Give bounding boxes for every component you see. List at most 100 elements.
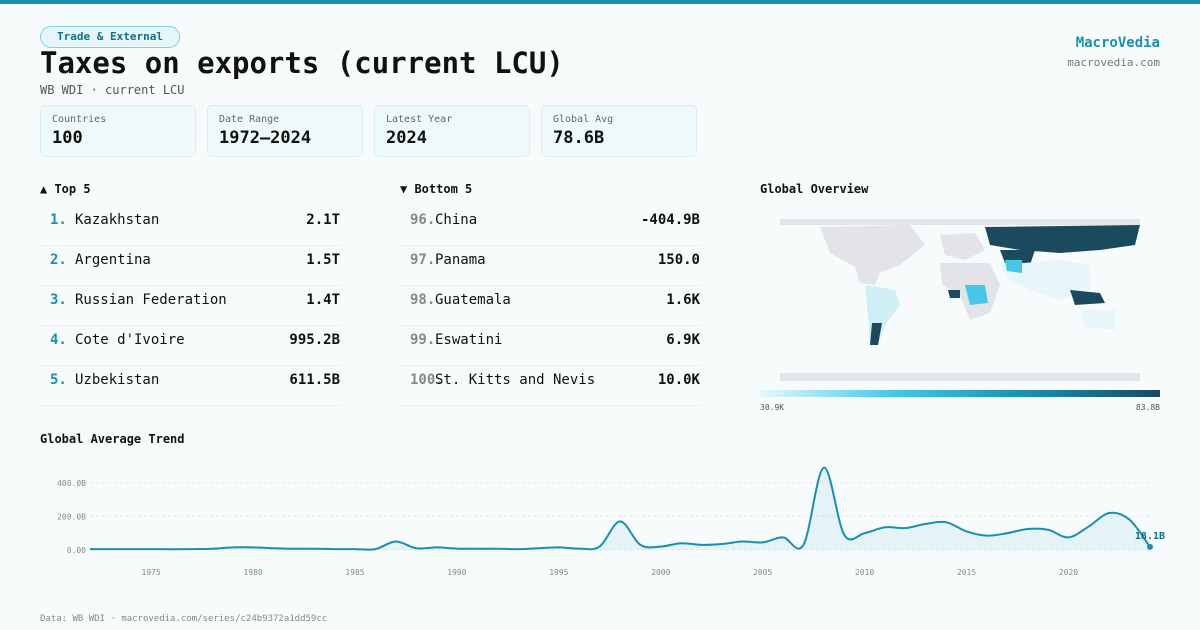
- europe: [940, 233, 985, 260]
- country-name: Kazakhstan: [75, 212, 160, 228]
- value-label: 18.1B: [1135, 531, 1165, 542]
- country-name: Russian Federation: [75, 292, 227, 308]
- country-value: 1.6K: [666, 292, 700, 308]
- page-title: Taxes on exports (current LCU): [40, 46, 564, 80]
- country-value: 10.0K: [657, 372, 700, 388]
- area: [90, 467, 1150, 550]
- cote-divoire: [948, 290, 960, 298]
- x-tick-label: 1995: [549, 568, 568, 577]
- chart-title: Global Average Trend: [40, 432, 185, 446]
- brand: MacroVedia: [1075, 35, 1160, 51]
- subtitle: WB WDI · current LCU: [40, 83, 185, 97]
- stat-label: Latest Year: [386, 114, 453, 125]
- south-america: [865, 285, 900, 345]
- country-name: Eswatini: [435, 332, 503, 348]
- trend-chart: 0.00 200.0B 400.0B 1975 1980 1985 1990 1995 2000…: [57, 466, 1165, 577]
- rank-row: 96. China -404.9B: [400, 205, 700, 246]
- map-title: Global Overview: [760, 182, 869, 196]
- russia: [985, 225, 1140, 253]
- color-bar: [760, 390, 1160, 397]
- country-name: China: [435, 212, 478, 228]
- top-bar: [0, 0, 1200, 4]
- country-name: Uzbekistan: [75, 372, 160, 388]
- asia: [1000, 260, 1090, 300]
- rank-row: 98. Guatemala 1.6K: [400, 285, 700, 326]
- rank-row: 100. St. Kitts and Nevis 10.0K: [400, 365, 700, 406]
- rank: 96.: [410, 212, 436, 228]
- antarctica: [780, 373, 1140, 381]
- top-title: ▲ Top 5: [40, 182, 91, 196]
- country-name: Argentina: [75, 252, 151, 268]
- rank-row: 3. Russian Federation 1.4T: [40, 285, 340, 326]
- x-tick-label: 2015: [957, 568, 976, 577]
- x-tick-label: 1980: [243, 568, 262, 577]
- rank: 2.: [50, 252, 67, 268]
- bottom-title: ▼ Bottom 5: [400, 182, 473, 196]
- rank: 100.: [410, 372, 444, 388]
- map-arctic: [780, 219, 1140, 225]
- country-value: -404.9B: [640, 212, 700, 228]
- rank: 1.: [50, 212, 67, 228]
- rank: 99.: [410, 332, 436, 348]
- rank: 4.: [50, 332, 67, 348]
- x-tick-label: 2000: [651, 568, 670, 577]
- x-tick-label: 2020: [1059, 568, 1078, 577]
- country-name: Guatemala: [435, 292, 511, 308]
- x-tick-label: 2005: [753, 568, 772, 577]
- x-tick-label: 1990: [447, 568, 466, 577]
- world-map: [780, 219, 1140, 381]
- country-value: 6.9K: [666, 332, 700, 348]
- y-tick-label: 200.0B: [57, 512, 86, 521]
- stat-value: 100: [52, 128, 83, 148]
- stat-card: Date Range 1972–2024: [207, 105, 363, 157]
- country-value: 995.2B: [289, 332, 340, 348]
- argentina: [870, 323, 882, 345]
- category-tag: Trade & External: [40, 26, 180, 48]
- central-america: [855, 267, 880, 285]
- rank-row: 99. Eswatini 6.9K: [400, 325, 700, 366]
- footer: Data: WB WDI · macrovedia.com/series/c24…: [40, 614, 328, 624]
- line: [90, 466, 1151, 551]
- stat-card: Latest Year 2024: [374, 105, 530, 157]
- country-value: 2.1T: [306, 212, 340, 228]
- country-name: Panama: [435, 252, 486, 268]
- rank-row: 97. Panama 150.0: [400, 245, 700, 286]
- stat-label: Countries: [52, 114, 107, 125]
- rank: 3.: [50, 292, 67, 308]
- x-tick-label: 2010: [855, 568, 874, 577]
- country-name: Cote d'Ivoire: [75, 332, 185, 348]
- country-value: 1.5T: [306, 252, 340, 268]
- indonesia: [1070, 290, 1105, 305]
- stat-label: Global Avg: [553, 114, 614, 125]
- country-name: St. Kitts and Nevis: [435, 372, 596, 388]
- end-point: [1147, 543, 1153, 550]
- brand-url: macrovedia.com: [1067, 56, 1160, 69]
- country-value: 150.0: [657, 252, 700, 268]
- y-tick-label: 400.0B: [57, 479, 86, 488]
- country-value: 1.4T: [306, 292, 340, 308]
- stat-label: Date Range: [219, 114, 280, 125]
- stat-value: 1972–2024: [219, 128, 312, 148]
- rank-row: 5. Uzbekistan 611.5B: [40, 365, 340, 406]
- stat-card: Global Avg 78.6B: [541, 105, 697, 157]
- stat-value: 78.6B: [553, 128, 605, 148]
- y-tick-label: 0.00: [67, 546, 86, 555]
- rank-row: 4. Cote d'Ivoire 995.2B: [40, 325, 340, 366]
- legend-max: 83.8B: [1135, 403, 1160, 412]
- africa-highlight: [965, 285, 988, 305]
- rank: 5.: [50, 372, 67, 388]
- rank-row: 2. Argentina 1.5T: [40, 245, 340, 286]
- rank: 98.: [410, 292, 436, 308]
- stat-value: 2024: [386, 128, 427, 148]
- north-america: [820, 225, 925, 273]
- iran: [1005, 260, 1022, 273]
- australia: [1080, 310, 1115, 330]
- legend-min: 30.9K: [760, 403, 785, 412]
- x-tick-label: 1975: [142, 568, 161, 577]
- rank: 97.: [410, 252, 436, 268]
- stat-card: Countries 100: [40, 105, 196, 157]
- rank-row: 1. Kazakhstan 2.1T: [40, 205, 340, 246]
- country-value: 611.5B: [289, 372, 340, 388]
- x-tick-label: 1985: [345, 568, 364, 577]
